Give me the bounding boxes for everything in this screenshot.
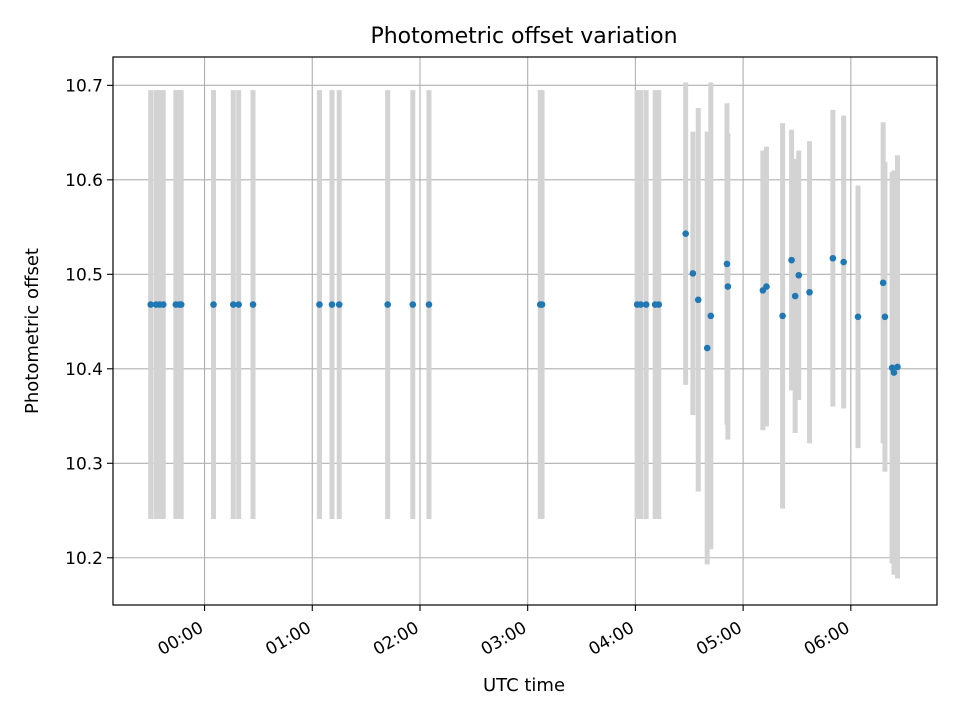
data-point [806, 288, 813, 296]
data-point [763, 283, 770, 290]
data-point [779, 312, 786, 320]
data-point [890, 369, 898, 376]
data-point [682, 230, 689, 237]
data-point [637, 301, 645, 308]
data-point [159, 301, 167, 308]
y-tick-label: 10.6 [65, 171, 103, 191]
x-axis-label: UTC time [483, 675, 565, 696]
y-axis-label: Photometric offset [22, 248, 43, 414]
data-point [210, 301, 217, 308]
data-point [538, 301, 546, 308]
data-point [840, 258, 847, 266]
data-point [723, 260, 731, 268]
y-tick-label: 10.7 [65, 76, 103, 96]
y-tick-label: 10.2 [65, 549, 103, 569]
data-point [425, 301, 433, 308]
data-point [235, 301, 242, 308]
data-point [316, 301, 323, 308]
data-point [249, 301, 257, 308]
data-point [879, 279, 887, 287]
data-point [788, 256, 795, 264]
data-point [328, 301, 336, 308]
data-point [177, 301, 185, 308]
data-point [791, 292, 799, 300]
data-point [655, 301, 663, 308]
chart-title: Photometric offset variation [370, 24, 677, 49]
data-point [724, 283, 732, 290]
data-point [854, 313, 862, 321]
data-point [642, 301, 650, 308]
data-point [694, 296, 702, 304]
data-point [707, 312, 715, 320]
data-point [147, 301, 154, 308]
plot-frame [112, 56, 938, 606]
data-point [689, 270, 697, 277]
data-point [829, 254, 837, 262]
data-point [881, 313, 889, 321]
data-point [894, 363, 901, 371]
data-point [229, 301, 237, 308]
y-tick-label: 10.3 [65, 454, 103, 474]
y-axis: 10.2 10.3 10.4 10.5 10.6 10.7 [65, 76, 113, 569]
data-point [335, 301, 343, 308]
y-tick-label: 10.5 [65, 265, 103, 285]
data-point [703, 344, 711, 352]
data-point [795, 271, 803, 279]
y-tick-label: 10.4 [65, 360, 103, 380]
data-point [409, 301, 417, 308]
data-points [147, 230, 901, 376]
data-point [384, 301, 391, 308]
